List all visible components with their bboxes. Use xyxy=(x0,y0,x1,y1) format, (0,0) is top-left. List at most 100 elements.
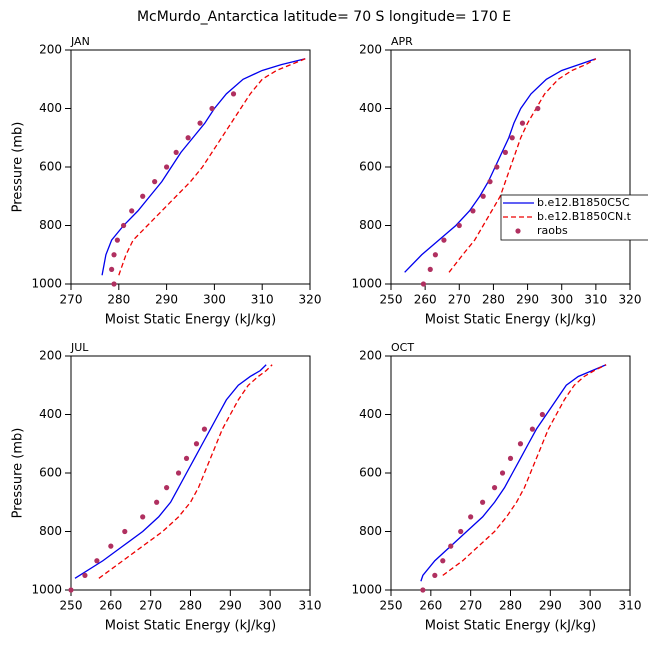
panel-title: JAN xyxy=(70,35,90,48)
y-tick-label: 600 xyxy=(39,160,62,174)
x-tick-label: 310 xyxy=(251,293,274,307)
x-tick-label: 320 xyxy=(619,293,642,307)
raob-point xyxy=(129,208,135,214)
raob-point xyxy=(517,441,524,447)
raob-point xyxy=(440,558,446,564)
raob-point xyxy=(499,470,506,476)
y-axis-label: Pressure (mb) xyxy=(11,428,26,519)
x-tick-label: 310 xyxy=(299,599,322,613)
y-tick-label: 1000 xyxy=(351,583,382,597)
raob-point xyxy=(111,281,117,287)
panel-title: OCT xyxy=(391,341,414,354)
raob-point xyxy=(175,470,182,476)
profile-line xyxy=(420,364,607,582)
x-tick-label: 250 xyxy=(380,599,403,613)
raob-point xyxy=(109,266,115,272)
raob-point xyxy=(420,587,426,593)
x-tick-label: 270 xyxy=(448,293,471,307)
x-tick-label: 280 xyxy=(179,599,202,613)
y-tick-label: 200 xyxy=(39,349,62,363)
legend-label: raobs xyxy=(537,224,568,237)
raob-point xyxy=(111,252,117,258)
raob-point xyxy=(68,587,74,593)
panel: JUL 250 260 270 280 290 300 310 200 400 600 800 1000… xyxy=(11,341,322,634)
profile-line xyxy=(448,58,597,273)
raob-point xyxy=(82,572,88,578)
raob-point xyxy=(480,193,486,199)
raob-point xyxy=(183,455,190,461)
raob-point xyxy=(432,252,438,258)
plot-frame xyxy=(70,49,311,285)
y-tick-label: 200 xyxy=(39,43,62,57)
raob-point xyxy=(519,120,526,126)
legend-marker xyxy=(515,228,521,234)
raob-point xyxy=(185,135,191,141)
x-axis-label: Moist Static Energy (kJ/kg) xyxy=(105,313,276,328)
x-tick-label: 290 xyxy=(155,293,178,307)
x-tick-label: 290 xyxy=(516,293,539,307)
profile-line xyxy=(74,364,267,579)
x-tick-label: 250 xyxy=(380,293,403,307)
x-tick-label: 260 xyxy=(419,599,442,613)
raob-point xyxy=(494,164,500,170)
raob-point xyxy=(420,281,427,287)
y-tick-label: 800 xyxy=(39,524,62,538)
x-tick-label: 300 xyxy=(579,599,602,613)
y-tick-label: 600 xyxy=(359,466,382,480)
legend-label: b.e12.B1850C5C xyxy=(537,196,630,209)
raob-point xyxy=(152,179,158,185)
raob-point xyxy=(201,426,208,432)
raob-point xyxy=(140,193,146,199)
raob-point xyxy=(539,411,545,418)
profile-line xyxy=(442,364,607,576)
plot-frame xyxy=(390,355,631,591)
y-tick-label: 600 xyxy=(39,466,62,480)
raob-point xyxy=(94,558,100,564)
raob-point xyxy=(507,455,514,461)
figure-title: McMurdo_Antarctica latitude= 70 S longit… xyxy=(137,9,511,25)
raob-point xyxy=(529,426,536,432)
raob-point xyxy=(164,164,170,170)
x-tick-label: 310 xyxy=(619,599,642,613)
profile-line xyxy=(98,364,273,579)
raob-point xyxy=(535,105,541,112)
raob-point xyxy=(193,441,200,447)
panel: OCT 250 260 270 280 290 300 310 200 400 600 800 1000… xyxy=(351,341,641,634)
profile-line xyxy=(118,58,306,276)
x-tick-label: 280 xyxy=(482,293,505,307)
raob-point xyxy=(197,120,203,126)
raob-point xyxy=(173,149,179,155)
y-tick-label: 1000 xyxy=(351,277,382,291)
raob-point xyxy=(114,237,120,243)
x-tick-label: 260 xyxy=(99,599,122,613)
raob-point xyxy=(209,105,215,112)
y-tick-label: 1000 xyxy=(31,583,62,597)
y-tick-label: 400 xyxy=(39,407,62,421)
y-tick-label: 200 xyxy=(359,43,382,57)
x-tick-label: 250 xyxy=(60,599,83,613)
y-tick-label: 1000 xyxy=(31,277,62,291)
x-tick-label: 290 xyxy=(219,599,242,613)
x-tick-label: 280 xyxy=(107,293,130,307)
y-tick-label: 400 xyxy=(39,101,62,115)
panel: JAN 270 280 290 300 310 320 200 400 600 800 1000 Moi… xyxy=(11,35,322,328)
y-tick-label: 800 xyxy=(359,524,382,538)
raob-point xyxy=(108,543,114,549)
profile-line xyxy=(101,58,306,276)
panel: APR 250 260 270 280 290 300 310 320 200 400 600 800 1… xyxy=(351,35,648,328)
x-tick-label: 270 xyxy=(60,293,83,307)
y-tick-label: 600 xyxy=(359,160,382,174)
x-tick-label: 270 xyxy=(459,599,482,613)
raob-point xyxy=(487,179,493,185)
raob-point xyxy=(502,149,508,155)
y-axis-label: Pressure (mb) xyxy=(11,122,26,213)
raob-point xyxy=(432,572,438,578)
raob-point xyxy=(480,499,486,505)
raob-point xyxy=(491,485,498,491)
raob-point xyxy=(441,237,447,243)
legend-label: b.e12.B1850CN.t xyxy=(537,210,632,223)
raob-point xyxy=(458,528,464,535)
raob-point xyxy=(154,499,160,505)
x-axis-label: Moist Static Energy (kJ/kg) xyxy=(425,313,596,328)
